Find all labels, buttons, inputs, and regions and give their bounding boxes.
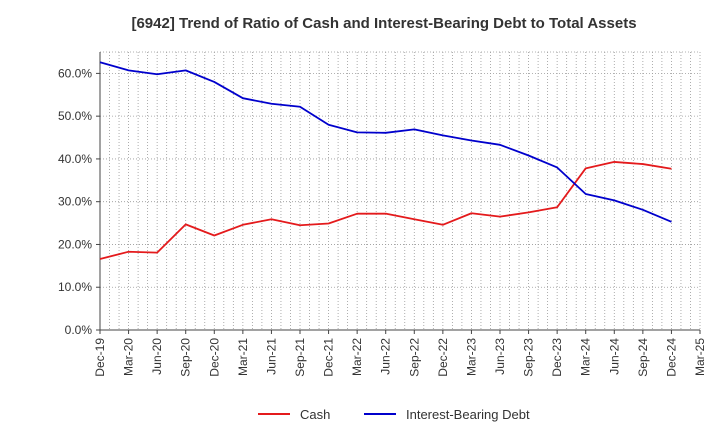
x-tick-label: Dec-19 [93, 338, 107, 377]
chart-title: [6942] Trend of Ratio of Cash and Intere… [131, 15, 636, 32]
x-tick-label: Sep-20 [179, 338, 193, 377]
x-tick-label: Mar-22 [350, 338, 364, 376]
x-tick-label: Sep-24 [636, 338, 650, 377]
y-tick-label: 30.0% [58, 195, 92, 209]
x-tick-label: Jun-20 [150, 338, 164, 375]
legend: Cash Interest-Bearing Debt [258, 407, 530, 422]
legend-label-cash: Cash [300, 407, 330, 422]
x-tick-label: Sep-21 [293, 338, 307, 377]
x-tick-label: Jun-21 [264, 338, 278, 375]
x-tick-label: Jun-24 [607, 338, 621, 375]
x-tick-label: Dec-23 [550, 338, 564, 377]
y-tick-label: 50.0% [58, 109, 92, 123]
x-tick-label: Dec-21 [322, 338, 336, 377]
y-tick-label: 10.0% [58, 280, 92, 294]
y-tick-label: 40.0% [58, 152, 92, 166]
x-tick-label: Mar-20 [122, 338, 136, 376]
plot-area: 0.0% 10.0% 20.0% 30.0% 40.0% 50.0% 60.0% Dec-19… [58, 51, 707, 377]
x-tick-label: Dec-22 [436, 338, 450, 377]
x-tick-label: Dec-24 [664, 338, 678, 377]
y-tick-label: 0.0% [65, 323, 93, 337]
legend-label-interest-bearing-debt: Interest-Bearing Debt [406, 407, 530, 422]
x-tick-label: Jun-23 [493, 338, 507, 375]
plot-background [100, 52, 700, 330]
x-tick-label: Mar-21 [236, 338, 250, 376]
x-tick-label: Dec-20 [207, 338, 221, 377]
x-tick-label: Mar-25 [693, 338, 707, 376]
y-tick-label: 20.0% [58, 237, 92, 251]
x-tick-label: Mar-24 [579, 338, 593, 376]
x-tick-label: Sep-23 [522, 338, 536, 377]
x-tick-label: Sep-22 [407, 338, 421, 377]
y-tick-label: 60.0% [58, 66, 92, 80]
x-tick-label: Jun-22 [379, 338, 393, 375]
x-tick-label: Mar-23 [464, 338, 478, 376]
